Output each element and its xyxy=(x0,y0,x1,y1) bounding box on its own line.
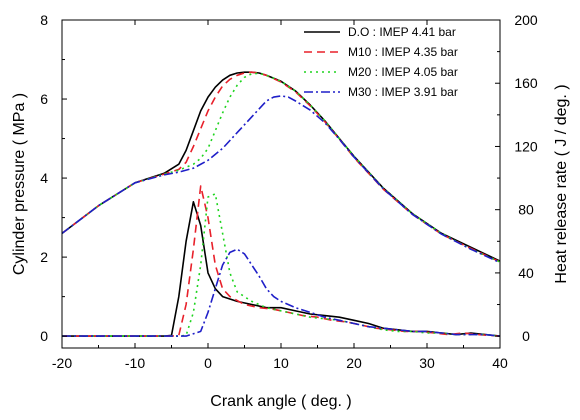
y-left-tick-labels: 0 2 4 6 8 xyxy=(40,12,48,344)
pressure-line-series-1 xyxy=(61,71,501,262)
legend-label-4: M30 : IMEP 3.91 bar xyxy=(348,85,458,99)
legend-label-3: M20 : IMEP 4.05 bar xyxy=(348,65,458,79)
y-right-tick-label: 160 xyxy=(514,75,538,91)
legend-label-2: M10 : IMEP 4.35 bar xyxy=(348,45,458,59)
legend: D.O : IMEP 4.41 bar M10 : IMEP 4.35 bar M2… xyxy=(304,25,458,99)
pressure-line-series-4 xyxy=(61,95,501,264)
x-tick-label: 20 xyxy=(346,355,362,371)
legend-label-1: D.O : IMEP 4.41 bar xyxy=(348,25,456,39)
hrr-line-series-4 xyxy=(62,248,501,337)
x-tick-label: 30 xyxy=(419,355,435,371)
x-tick-label: 0 xyxy=(204,355,212,371)
y-right-axis-title: Heat release rate ( J / deg. ) xyxy=(553,84,570,283)
pressure-line-series-3 xyxy=(61,72,501,263)
y-left-tick-label: 6 xyxy=(40,91,48,107)
x-tick-label: -20 xyxy=(52,355,72,371)
y-left-axis-title: Cylinder pressure ( MPa ) xyxy=(11,93,28,275)
hrr-line-series-2 xyxy=(62,185,501,337)
y-left-tick-label: 2 xyxy=(40,249,48,265)
tick-marks xyxy=(61,19,501,348)
y-right-tick-label: 80 xyxy=(518,202,534,218)
y-right-tick-label: 120 xyxy=(514,138,538,154)
y-right-tick-label: 0 xyxy=(522,328,530,344)
y-right-tick-labels: 0 40 80 120 160 200 xyxy=(514,12,538,344)
x-tick-label: 10 xyxy=(273,355,289,371)
x-axis-title: Crank angle ( deg. ) xyxy=(210,393,351,410)
y-left-tick-label: 4 xyxy=(40,170,48,186)
x-tick-labels: -20 -10 0 10 20 30 40 xyxy=(52,355,508,371)
y-left-tick-label: 0 xyxy=(40,328,48,344)
hrr-line-series-3 xyxy=(62,193,501,337)
pressure-line-series-2 xyxy=(61,71,501,263)
x-tick-label: -10 xyxy=(125,355,145,371)
y-right-tick-label: 40 xyxy=(518,265,534,281)
plot-area xyxy=(61,71,501,337)
x-tick-label: 40 xyxy=(492,355,508,371)
hrr-line-series-1 xyxy=(62,201,501,337)
y-left-tick-label: 8 xyxy=(40,12,48,28)
y-right-tick-label: 200 xyxy=(514,12,538,28)
